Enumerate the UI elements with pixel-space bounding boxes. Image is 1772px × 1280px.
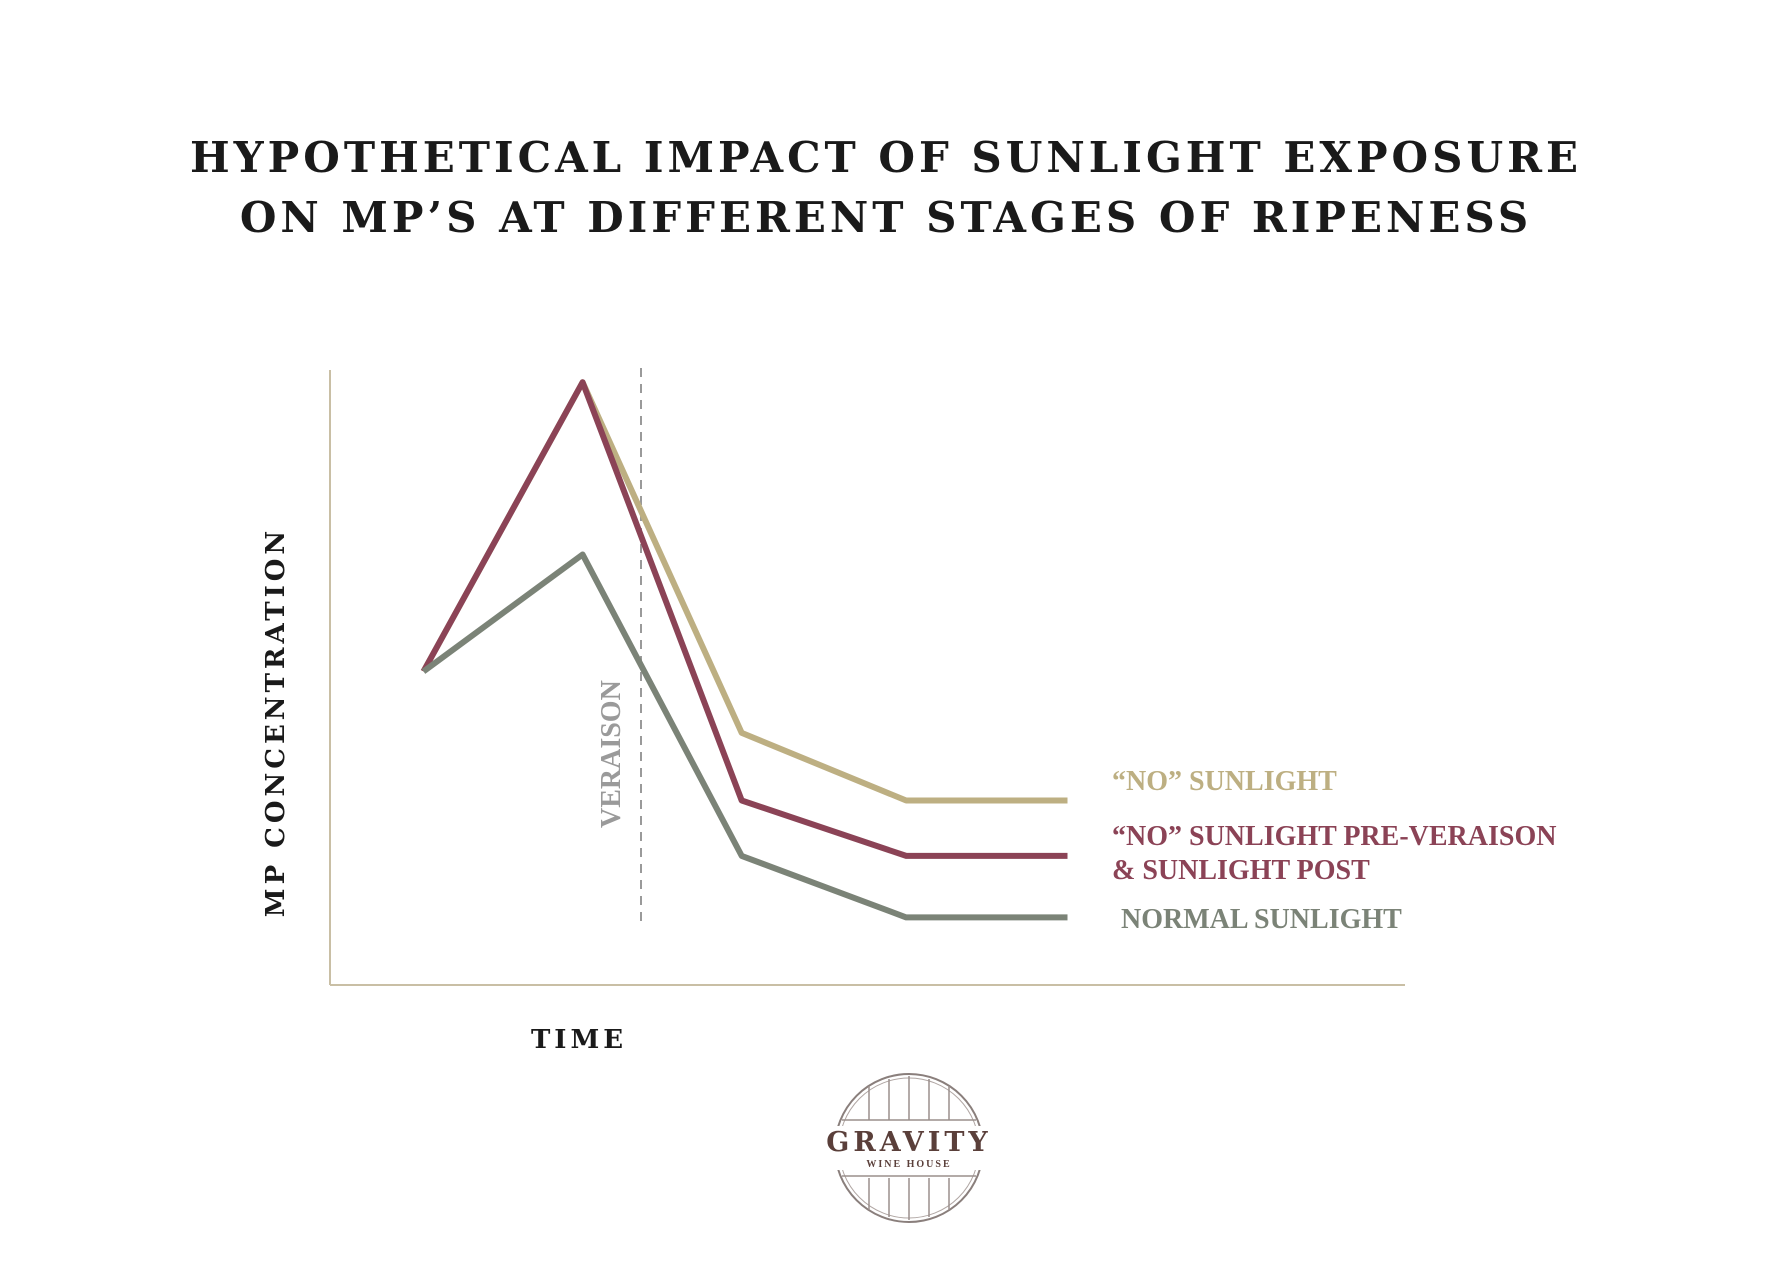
logo-barrel-staves	[842, 1076, 976, 1220]
legend-label-2: “NO” SUNLIGHT PRE-VERAISON & SUNLIGHT POS…	[1112, 821, 1556, 886]
gravity-logo: GRAVITY WINE HOUSE	[826, 1073, 992, 1223]
logo-text-backdrop	[826, 1126, 992, 1170]
legend-label-3: NORMAL SUNLIGHT	[1121, 904, 1402, 935]
logo-subtitle: WINE HOUSE	[866, 1159, 951, 1170]
legend-label-line: “NO” SUNLIGHT PRE-VERAISON	[1112, 821, 1556, 852]
legend-label-line: “NO” SUNLIGHT	[1112, 766, 1337, 797]
series-line-3	[421, 551, 1068, 921]
chart-title: HYPOTHETICAL IMPACT OF SUNLIGHT EXPOSURE	[190, 133, 1582, 182]
series-line-1	[420, 379, 1068, 804]
legend-label-1: “NO” SUNLIGHT	[1112, 766, 1337, 797]
legend-label-line: & SUNLIGHT POST	[1112, 855, 1370, 886]
y-axis-label: MP CONCENTRATION	[261, 527, 291, 917]
chart-subtitle: ON MP’S AT DIFFERENT STAGES OF RIPENESS	[240, 193, 1532, 242]
legend-label-line: NORMAL SUNLIGHT	[1121, 904, 1402, 935]
x-axis-label: TIME	[531, 1025, 627, 1055]
logo-name: GRAVITY	[826, 1127, 991, 1158]
series-line-2	[420, 379, 1068, 859]
veraison-label: VERAISON	[596, 680, 627, 828]
